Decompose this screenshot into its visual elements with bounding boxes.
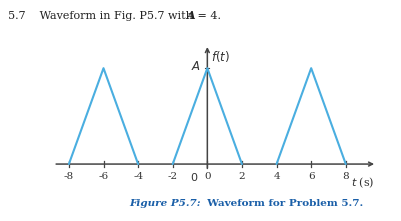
Text: Figure P5.7:: Figure P5.7:	[129, 199, 200, 208]
Text: $t$ (s): $t$ (s)	[351, 175, 375, 190]
Text: $A$: $A$	[190, 61, 200, 73]
Text: -4: -4	[133, 172, 143, 181]
Text: A: A	[186, 10, 195, 21]
Text: 8: 8	[342, 172, 349, 181]
Text: Waveform for Problem 5.7.: Waveform for Problem 5.7.	[200, 199, 364, 208]
Text: = 4.: = 4.	[194, 11, 221, 21]
Text: -6: -6	[98, 172, 109, 181]
Text: 5.7    Waveform in Fig. P5.7 with: 5.7 Waveform in Fig. P5.7 with	[8, 11, 196, 21]
Text: -8: -8	[64, 172, 74, 181]
Text: $0$: $0$	[190, 171, 198, 183]
Text: 4: 4	[273, 172, 280, 181]
Text: 2: 2	[239, 172, 245, 181]
Text: 0: 0	[204, 172, 211, 181]
Text: -2: -2	[168, 172, 178, 181]
Text: $f(t)$: $f(t)$	[211, 49, 230, 64]
Text: 6: 6	[308, 172, 314, 181]
